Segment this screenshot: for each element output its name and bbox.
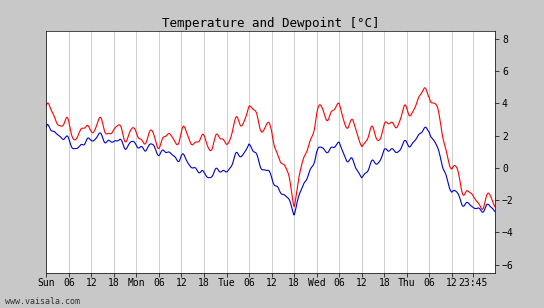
Title: Temperature and Dewpoint [°C]: Temperature and Dewpoint [°C] [162, 17, 379, 30]
Text: www.vaisala.com: www.vaisala.com [5, 298, 81, 306]
